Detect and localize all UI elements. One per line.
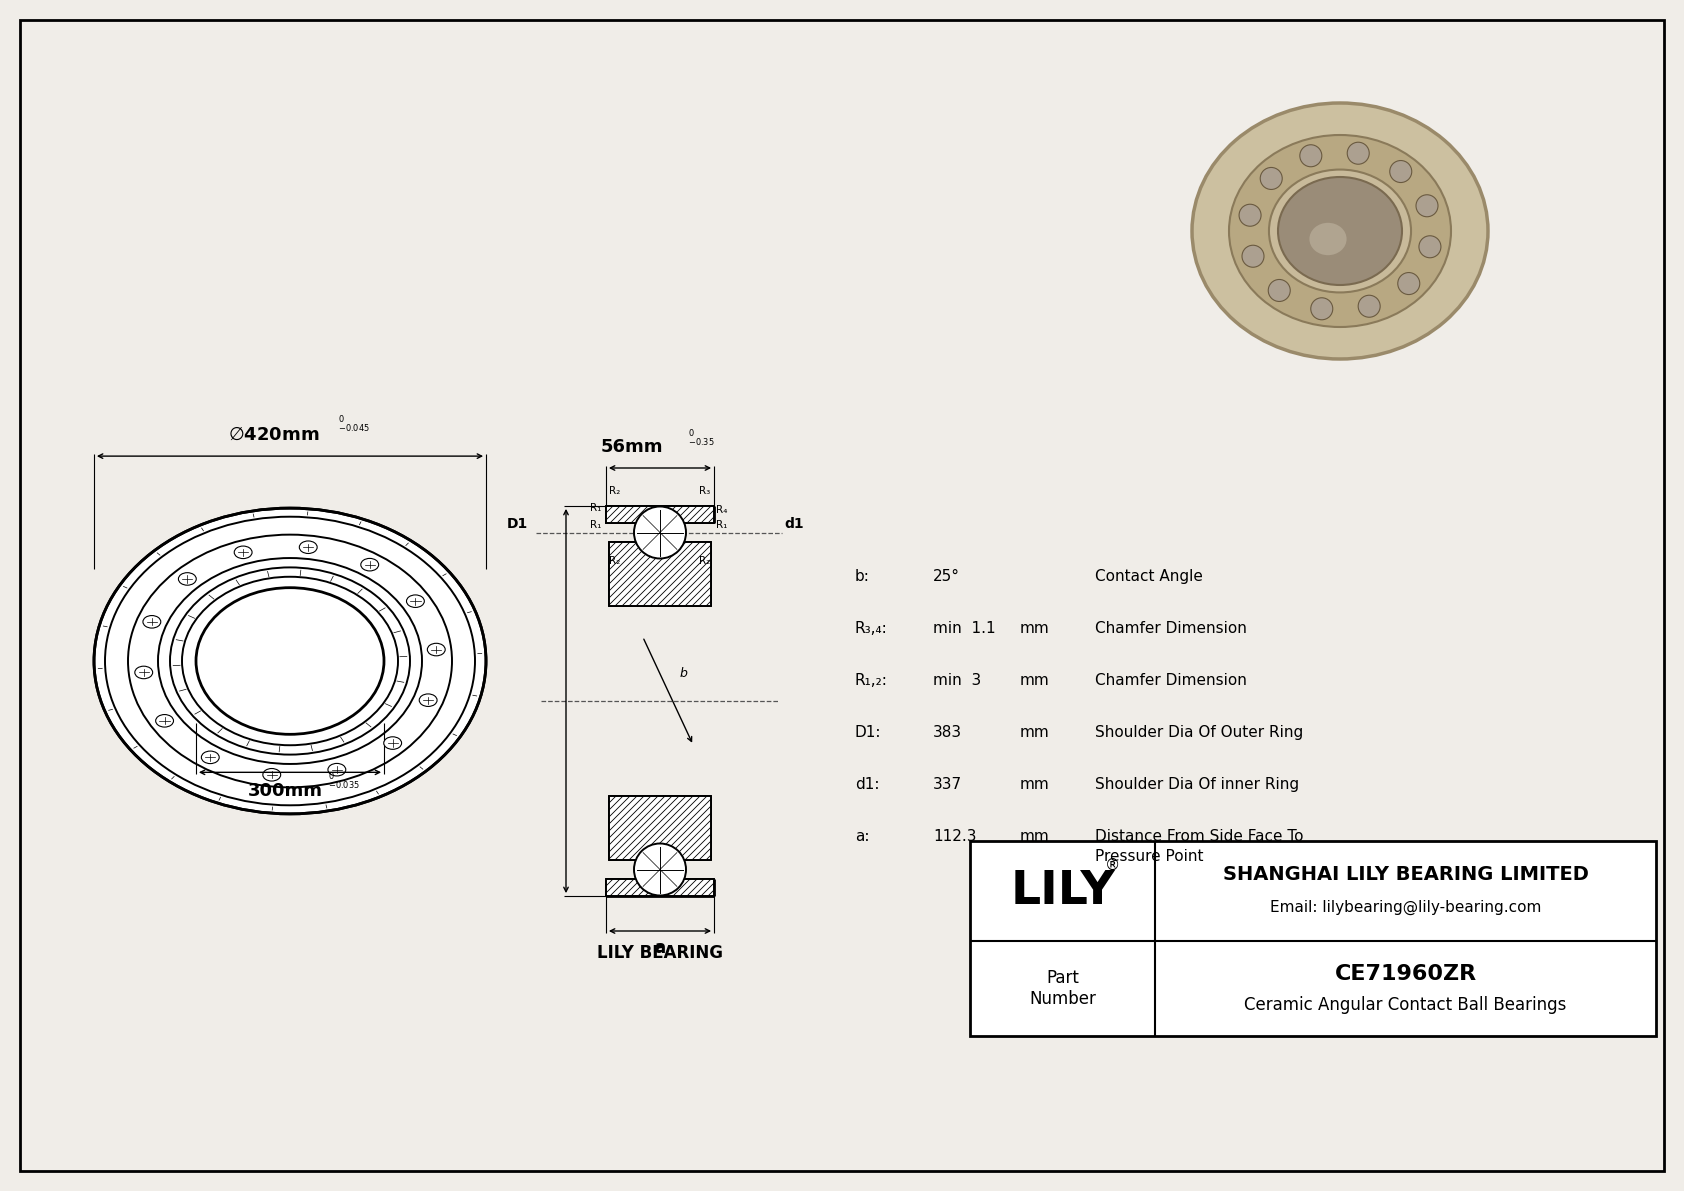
Text: Chamfer Dimension: Chamfer Dimension (1095, 621, 1246, 636)
Text: b: b (680, 667, 687, 680)
Ellipse shape (155, 715, 173, 727)
Ellipse shape (94, 509, 487, 813)
Ellipse shape (202, 752, 219, 763)
Text: R₁: R₁ (589, 520, 601, 530)
Text: $^0_{-0.045}$: $^0_{-0.045}$ (338, 416, 370, 436)
Text: R₁: R₁ (716, 520, 727, 530)
Text: mm: mm (1021, 673, 1049, 688)
Circle shape (1416, 195, 1438, 217)
Text: mm: mm (1021, 829, 1049, 844)
Bar (606, 879, 714, 896)
Text: Part
Number: Part Number (1029, 969, 1096, 1008)
Text: min  3: min 3 (933, 673, 982, 688)
Circle shape (1398, 273, 1420, 294)
Text: SHANGHAI LILY BEARING LIMITED: SHANGHAI LILY BEARING LIMITED (1223, 866, 1588, 885)
Text: 25°: 25° (933, 569, 960, 584)
Text: ®: ® (1105, 858, 1120, 873)
Ellipse shape (419, 694, 438, 706)
Ellipse shape (1270, 169, 1411, 293)
Ellipse shape (135, 666, 153, 679)
Text: 337: 337 (933, 777, 962, 792)
Text: Distance From Side Face To: Distance From Side Face To (1095, 829, 1303, 844)
Ellipse shape (428, 643, 445, 656)
Circle shape (1389, 161, 1411, 182)
Circle shape (1347, 142, 1369, 164)
Text: $\varnothing$420mm: $\varnothing$420mm (227, 426, 320, 444)
Text: a: a (655, 939, 665, 958)
Text: R₁,₂:: R₁,₂: (855, 673, 887, 688)
Text: mm: mm (1021, 621, 1049, 636)
Ellipse shape (1229, 135, 1452, 328)
Ellipse shape (143, 616, 160, 628)
Text: mm: mm (1021, 777, 1049, 792)
Text: R₄: R₄ (716, 505, 727, 515)
Text: D1:: D1: (855, 725, 881, 740)
Bar (610, 796, 711, 860)
Circle shape (1239, 204, 1261, 226)
Ellipse shape (1192, 102, 1489, 358)
Circle shape (1359, 295, 1381, 317)
Text: min  1.1: min 1.1 (933, 621, 995, 636)
Text: 383: 383 (933, 725, 962, 740)
Circle shape (1300, 145, 1322, 167)
Text: R₂: R₂ (610, 486, 620, 495)
Text: b:: b: (855, 569, 871, 584)
Text: 112.3: 112.3 (933, 829, 977, 844)
Ellipse shape (406, 596, 424, 607)
Text: R₂: R₂ (610, 556, 620, 566)
Text: CE71960ZR: CE71960ZR (1334, 965, 1477, 985)
Text: LILY: LILY (1010, 868, 1115, 913)
Text: $^0_{-0.035}$: $^0_{-0.035}$ (328, 772, 360, 792)
Text: d1: d1 (785, 517, 803, 530)
Ellipse shape (263, 768, 281, 781)
Text: R₃,₄:: R₃,₄: (855, 621, 887, 636)
Circle shape (1243, 245, 1265, 267)
Ellipse shape (384, 737, 401, 749)
Text: 56mm: 56mm (601, 438, 663, 456)
Text: D1: D1 (507, 517, 529, 530)
Bar (970, 841, 1655, 1036)
Text: $^0_{-0.35}$: $^0_{-0.35}$ (689, 429, 714, 449)
Bar (610, 542, 711, 606)
Text: Pressure Point: Pressure Point (1095, 849, 1204, 863)
Circle shape (1260, 168, 1282, 189)
Ellipse shape (179, 573, 197, 585)
Ellipse shape (234, 545, 253, 559)
Bar (606, 506, 714, 523)
Ellipse shape (360, 559, 379, 570)
Ellipse shape (1278, 177, 1403, 285)
Circle shape (1420, 236, 1442, 257)
Text: Shoulder Dia Of inner Ring: Shoulder Dia Of inner Ring (1095, 777, 1298, 792)
Circle shape (1310, 298, 1332, 319)
Text: R₃: R₃ (699, 486, 711, 495)
Text: R₁: R₁ (589, 503, 601, 513)
Text: Ceramic Angular Contact Ball Bearings: Ceramic Angular Contact Ball Bearings (1244, 996, 1566, 1014)
Circle shape (633, 843, 685, 896)
Text: Chamfer Dimension: Chamfer Dimension (1095, 673, 1246, 688)
Ellipse shape (300, 541, 317, 554)
Text: 300mm: 300mm (248, 782, 323, 800)
Circle shape (633, 506, 685, 559)
Text: LILY BEARING: LILY BEARING (598, 944, 722, 962)
Text: R₂: R₂ (699, 556, 711, 566)
Text: d1:: d1: (855, 777, 879, 792)
Ellipse shape (328, 763, 345, 777)
Text: Shoulder Dia Of Outer Ring: Shoulder Dia Of Outer Ring (1095, 725, 1303, 740)
Circle shape (1268, 280, 1290, 301)
Text: Contact Angle: Contact Angle (1095, 569, 1202, 584)
Ellipse shape (1310, 223, 1347, 255)
Text: Email: lilybearing@lily-bearing.com: Email: lilybearing@lily-bearing.com (1270, 899, 1541, 915)
Text: mm: mm (1021, 725, 1049, 740)
Text: a:: a: (855, 829, 869, 844)
